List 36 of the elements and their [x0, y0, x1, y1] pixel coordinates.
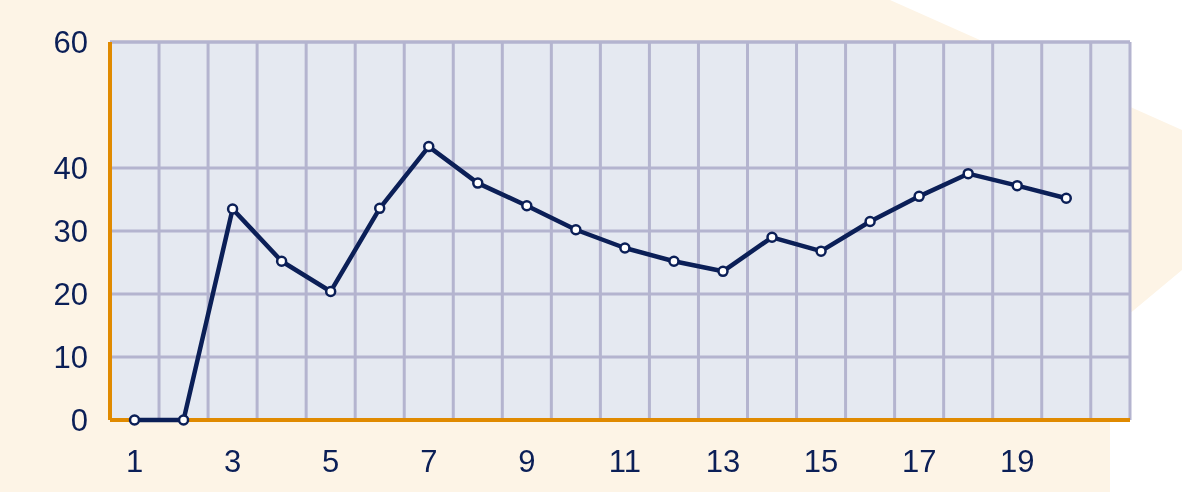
- x-tick-label: 7: [420, 444, 438, 479]
- y-tick-label: 0: [70, 402, 88, 438]
- point: [766, 231, 778, 244]
- point: [962, 167, 974, 180]
- point: [619, 242, 631, 254]
- x-tick-label: 9: [518, 444, 536, 479]
- point: [275, 255, 288, 267]
- point: [324, 285, 337, 298]
- y-tick-label: 30: [53, 213, 88, 249]
- x-tick-label: 19: [999, 444, 1035, 479]
- x-tick-label: 13: [705, 444, 741, 479]
- point: [226, 203, 239, 215]
- x-tick-label: 17: [901, 444, 937, 479]
- x-tick-label: 15: [803, 444, 839, 479]
- x-tick-label: 11: [608, 444, 641, 479]
- y-tick-label: 60: [53, 24, 88, 60]
- point: [913, 190, 925, 203]
- point: [1011, 179, 1023, 192]
- point: [177, 414, 190, 426]
- point: [864, 215, 876, 228]
- point: [128, 414, 141, 426]
- point: [373, 202, 386, 215]
- point: [521, 200, 533, 212]
- point: [668, 255, 680, 267]
- point: [1060, 192, 1072, 204]
- x-tick-label: 3: [223, 444, 242, 479]
- point: [815, 245, 827, 257]
- point: [472, 177, 484, 189]
- y-tick-label: 40: [53, 150, 88, 186]
- y-tick-label: 10: [53, 339, 88, 375]
- point: [423, 140, 435, 153]
- point: [717, 265, 729, 278]
- x-tick-label: 1: [125, 444, 144, 479]
- x-tick-label: 5: [322, 444, 340, 479]
- y-tick-label: 20: [53, 276, 88, 312]
- point: [570, 223, 582, 236]
